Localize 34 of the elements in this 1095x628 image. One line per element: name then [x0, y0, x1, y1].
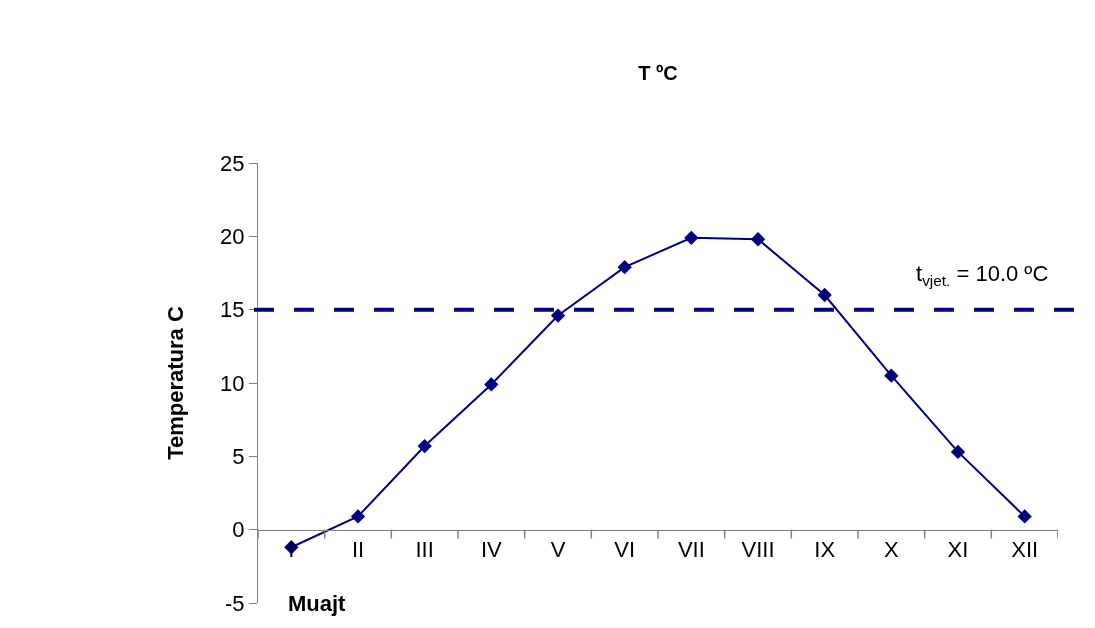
- x-tick-label: VI: [614, 537, 636, 563]
- chart-title: T ºC: [638, 62, 678, 84]
- y-tick-label: 15: [220, 297, 245, 323]
- x-tick-label: I: [288, 537, 295, 563]
- point: [1017, 509, 1032, 524]
- x-tick-label: VIII: [741, 537, 775, 563]
- y-tick-label: -5: [225, 590, 245, 616]
- y-tick-label: 0: [232, 517, 245, 543]
- point: [750, 232, 766, 247]
- point: [617, 259, 632, 275]
- point: [550, 308, 566, 323]
- x-tick-label: VII: [677, 537, 705, 563]
- x-tick-label: V: [550, 537, 566, 563]
- x-tick-label: X: [883, 537, 899, 563]
- point: [884, 368, 899, 383]
- x-tick-label: IV: [480, 537, 503, 563]
- x-tick-label: XI: [947, 537, 969, 563]
- annotation: t$_{vjet.}$ = 10.0 ºC: [916, 261, 1049, 289]
- y-tick-label: 20: [220, 224, 245, 250]
- y-axis-title: Temperatura C: [162, 306, 188, 460]
- y-tick-label: 10: [220, 370, 245, 396]
- point: [950, 444, 966, 460]
- x-tick-label: IX: [814, 537, 836, 563]
- point: [350, 509, 366, 524]
- x-tick-label: III: [415, 537, 434, 563]
- x-tick-label: XII: [1011, 537, 1039, 563]
- point: [484, 377, 499, 392]
- point: [417, 438, 432, 454]
- x-tick-label: II: [351, 537, 365, 563]
- point: [817, 287, 832, 303]
- y-tick-label: 25: [220, 150, 245, 176]
- point: [684, 230, 699, 245]
- y-tick-label: 5: [232, 444, 245, 470]
- x-axis-title: Muajt: [288, 591, 347, 616]
